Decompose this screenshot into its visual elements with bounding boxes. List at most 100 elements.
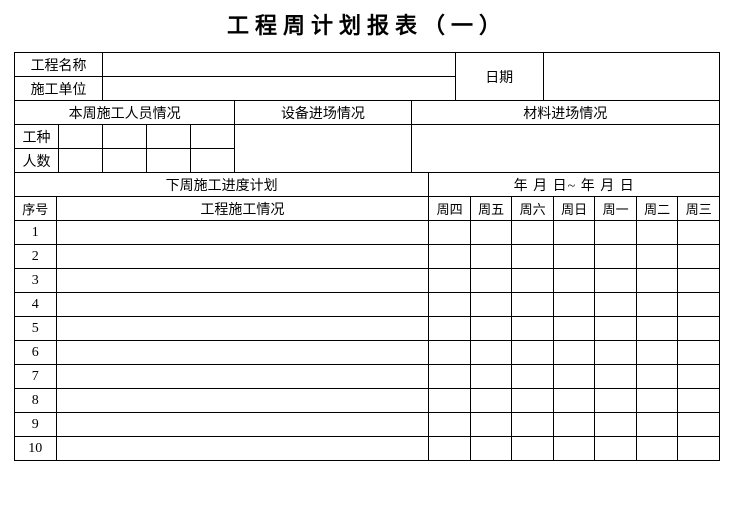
project-name-label: 工程名称	[15, 53, 103, 77]
header-table: 工程名称 日期 施工单位	[14, 52, 720, 101]
day-cell	[470, 221, 512, 245]
day-cell	[553, 365, 595, 389]
day-cell	[470, 269, 512, 293]
count-cell	[103, 149, 147, 173]
day-cell	[512, 413, 554, 437]
material-label: 材料进场情况	[411, 101, 719, 125]
status-cell	[56, 221, 429, 245]
day-header: 周五	[470, 197, 512, 221]
day-cell	[678, 245, 720, 269]
table-row: 3	[15, 269, 720, 293]
day-cell	[512, 389, 554, 413]
work-type-cell	[59, 125, 103, 149]
project-name-value	[103, 53, 456, 77]
day-cell	[595, 293, 637, 317]
day-cell	[678, 317, 720, 341]
table-row: 7	[15, 365, 720, 389]
date-range: 年 月 日~ 年 月 日	[429, 173, 720, 197]
work-type-cell	[191, 125, 235, 149]
table-row: 1	[15, 221, 720, 245]
day-cell	[595, 341, 637, 365]
day-cell	[553, 269, 595, 293]
day-cell	[636, 221, 678, 245]
seq-cell: 9	[15, 413, 57, 437]
day-cell	[470, 245, 512, 269]
day-cell	[553, 437, 595, 461]
day-cell	[636, 389, 678, 413]
day-cell	[678, 437, 720, 461]
day-cell	[470, 413, 512, 437]
table-row: 10	[15, 437, 720, 461]
day-cell	[512, 437, 554, 461]
day-cell	[553, 293, 595, 317]
table-row: 9	[15, 413, 720, 437]
day-cell	[553, 413, 595, 437]
status-cell	[56, 245, 429, 269]
count-cell	[147, 149, 191, 173]
status-cell	[56, 269, 429, 293]
day-cell	[595, 365, 637, 389]
day-cell	[636, 365, 678, 389]
seq-cell: 7	[15, 365, 57, 389]
work-type-cell	[147, 125, 191, 149]
day-cell	[553, 389, 595, 413]
table-row: 5	[15, 317, 720, 341]
day-cell	[636, 317, 678, 341]
seq-cell: 4	[15, 293, 57, 317]
table-row: 8	[15, 389, 720, 413]
material-value	[411, 125, 719, 173]
section2-table: 下周施工进度计划 年 月 日~ 年 月 日 序号 工程施工情况 周四 周五 周六…	[14, 172, 720, 461]
day-cell	[512, 245, 554, 269]
day-cell	[512, 293, 554, 317]
day-cell	[678, 389, 720, 413]
seq-cell: 3	[15, 269, 57, 293]
day-cell	[636, 437, 678, 461]
day-cell	[470, 293, 512, 317]
day-cell	[429, 341, 471, 365]
day-header: 周四	[429, 197, 471, 221]
day-cell	[678, 221, 720, 245]
seq-cell: 6	[15, 341, 57, 365]
status-cell	[56, 341, 429, 365]
table-row: 4	[15, 293, 720, 317]
day-cell	[595, 413, 637, 437]
next-week-plan-label: 下周施工进度计划	[15, 173, 429, 197]
day-cell	[470, 341, 512, 365]
day-cell	[429, 269, 471, 293]
seq-cell: 1	[15, 221, 57, 245]
status-cell	[56, 317, 429, 341]
day-cell	[636, 293, 678, 317]
seq-cell: 10	[15, 437, 57, 461]
day-cell	[678, 341, 720, 365]
equipment-label: 设备进场情况	[235, 101, 411, 125]
day-cell	[429, 293, 471, 317]
status-cell	[56, 293, 429, 317]
status-cell	[56, 389, 429, 413]
day-cell	[553, 245, 595, 269]
day-cell	[636, 413, 678, 437]
count-label: 人数	[15, 149, 59, 173]
date-value	[543, 53, 719, 101]
day-header: 周二	[636, 197, 678, 221]
section1-table: 本周施工人员情况 设备进场情况 材料进场情况 工种 人数	[14, 100, 720, 173]
day-cell	[595, 221, 637, 245]
day-cell	[429, 317, 471, 341]
table-row: 6	[15, 341, 720, 365]
day-cell	[429, 245, 471, 269]
construction-unit-value	[103, 77, 456, 101]
work-type-cell	[103, 125, 147, 149]
day-header: 周日	[553, 197, 595, 221]
day-cell	[470, 365, 512, 389]
day-cell	[636, 269, 678, 293]
day-cell	[429, 365, 471, 389]
day-cell	[595, 389, 637, 413]
day-cell	[595, 437, 637, 461]
work-type-label: 工种	[15, 125, 59, 149]
day-cell	[678, 293, 720, 317]
day-cell	[470, 317, 512, 341]
day-cell	[470, 389, 512, 413]
page-title: 工程周计划报表（一）	[14, 8, 720, 40]
equipment-value	[235, 125, 411, 173]
day-cell	[429, 413, 471, 437]
day-cell	[595, 317, 637, 341]
